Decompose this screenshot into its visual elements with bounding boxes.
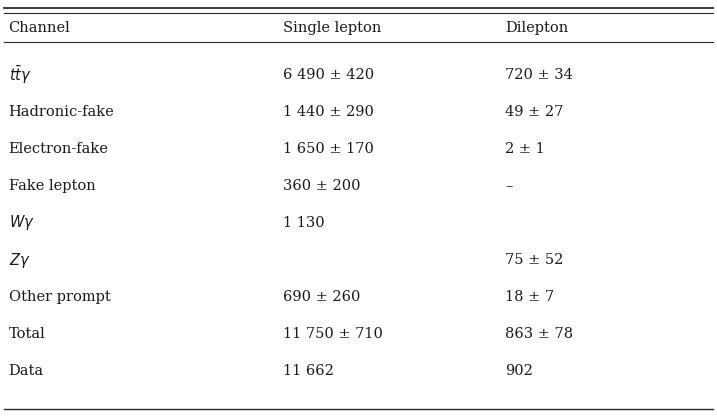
Text: 863 ± 78: 863 ± 78 [505,327,574,341]
Text: $t\bar{t}\gamma$: $t\bar{t}\gamma$ [9,64,32,86]
Text: 690 ± 260: 690 ± 260 [283,290,361,304]
Text: 1 130: 1 130 [283,216,325,230]
Text: 2 ± 1: 2 ± 1 [505,142,545,156]
Text: Single lepton: Single lepton [283,21,381,35]
Text: 720 ± 34: 720 ± 34 [505,68,574,82]
Text: 1 440 ± 290: 1 440 ± 290 [283,105,374,119]
Text: Channel: Channel [9,21,70,35]
Text: Other prompt: Other prompt [9,290,110,304]
Text: 18 ± 7: 18 ± 7 [505,290,555,304]
Text: Dilepton: Dilepton [505,21,569,35]
Text: 75 ± 52: 75 ± 52 [505,253,564,267]
Text: Hadronic-fake: Hadronic-fake [9,105,114,119]
Text: 6 490 ± 420: 6 490 ± 420 [283,68,374,82]
Text: 49 ± 27: 49 ± 27 [505,105,564,119]
Text: 11 750 ± 710: 11 750 ± 710 [283,327,383,341]
Text: 902: 902 [505,364,533,378]
Text: $W\gamma$: $W\gamma$ [9,214,34,233]
Text: Electron-fake: Electron-fake [9,142,108,156]
Text: Data: Data [9,364,44,378]
Text: $Z\gamma$: $Z\gamma$ [9,251,30,269]
Text: 1 650 ± 170: 1 650 ± 170 [283,142,374,156]
Text: Fake lepton: Fake lepton [9,179,95,193]
Text: –: – [505,179,513,193]
Text: 360 ± 200: 360 ± 200 [283,179,361,193]
Text: 11 662: 11 662 [283,364,334,378]
Text: Total: Total [9,327,45,341]
